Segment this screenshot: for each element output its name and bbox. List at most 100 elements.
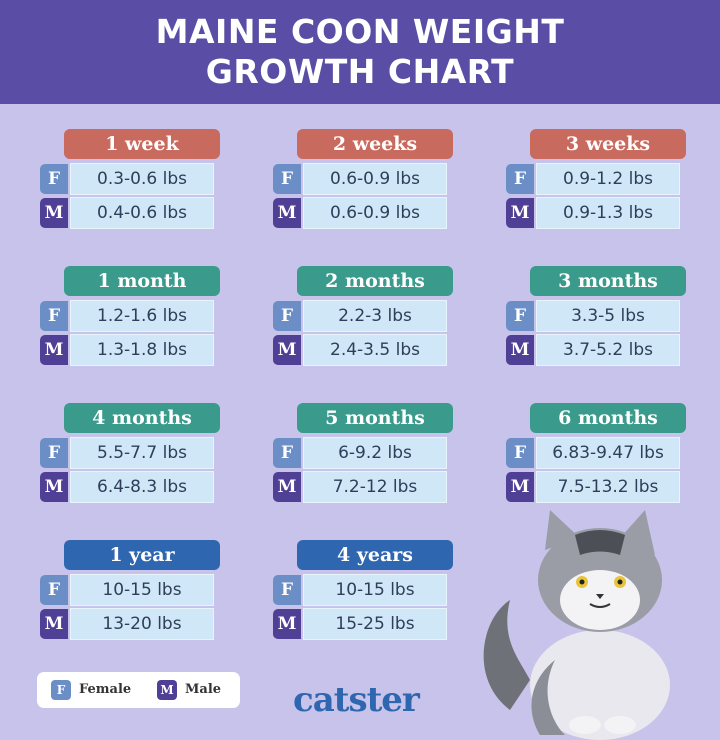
female-badge: F — [51, 680, 71, 700]
female-weight: 5.5-7.7 lbs — [70, 437, 214, 469]
female-weight: 0.6-0.9 lbs — [303, 163, 447, 195]
female-weight: 0.3-0.6 lbs — [70, 163, 214, 195]
male-row: M 7.5-13.2 lbs — [506, 471, 682, 503]
age-block: 3 months F 3.3-5 lbs M 3.7-5.2 lbs — [506, 266, 686, 368]
female-row: F 6-9.2 lbs — [273, 437, 449, 469]
female-weight: 2.2-3 lbs — [303, 300, 447, 332]
male-badge: M — [506, 198, 534, 228]
male-row: M 0.9-1.3 lbs — [506, 197, 682, 229]
male-row: M 6.4-8.3 lbs — [40, 471, 216, 503]
age-header: 1 week — [64, 129, 220, 159]
female-badge: F — [40, 438, 68, 468]
age-block: 4 months F 5.5-7.7 lbs M 6.4-8.3 lbs — [40, 403, 220, 505]
male-badge: M — [273, 198, 301, 228]
legend-label: Male — [185, 682, 222, 697]
age-header: 6 months — [530, 403, 686, 433]
female-weight: 0.9-1.2 lbs — [536, 163, 680, 195]
female-weight: 3.3-5 lbs — [536, 300, 680, 332]
age-header: 3 weeks — [530, 129, 686, 159]
age-block: 1 year F 10-15 lbs M 13-20 lbs — [40, 540, 220, 642]
male-weight: 15-25 lbs — [303, 608, 447, 640]
female-badge: F — [273, 438, 301, 468]
age-block: 2 months F 2.2-3 lbs M 2.4-3.5 lbs — [273, 266, 453, 368]
age-header: 5 months — [297, 403, 453, 433]
female-weight: 6-9.2 lbs — [303, 437, 447, 469]
age-block: 1 week F 0.3-0.6 lbs M 0.4-0.6 lbs — [40, 129, 220, 231]
female-badge: F — [506, 438, 534, 468]
female-row: F 10-15 lbs — [273, 574, 449, 606]
male-badge: M — [506, 335, 534, 365]
male-row: M 2.4-3.5 lbs — [273, 334, 449, 366]
male-weight: 6.4-8.3 lbs — [70, 471, 214, 503]
age-header: 4 years — [297, 540, 453, 570]
age-block: 3 weeks F 0.9-1.2 lbs M 0.9-1.3 lbs — [506, 129, 686, 231]
male-weight: 13-20 lbs — [70, 608, 214, 640]
female-badge: F — [506, 164, 534, 194]
female-badge: F — [40, 164, 68, 194]
male-row: M 13-20 lbs — [40, 608, 216, 640]
female-row: F 0.6-0.9 lbs — [273, 163, 449, 195]
male-badge: M — [40, 335, 68, 365]
age-header: 2 months — [297, 266, 453, 296]
age-block: 2 weeks F 0.6-0.9 lbs M 0.6-0.9 lbs — [273, 129, 453, 231]
male-row: M 0.4-0.6 lbs — [40, 197, 216, 229]
male-badge: M — [273, 335, 301, 365]
male-badge: M — [273, 472, 301, 502]
male-weight: 1.3-1.8 lbs — [70, 334, 214, 366]
age-header: 3 months — [530, 266, 686, 296]
legend: F Female M Male — [37, 672, 240, 708]
catster-logo: catster — [293, 680, 420, 720]
female-badge: F — [506, 301, 534, 331]
male-badge: M — [273, 609, 301, 639]
male-weight: 0.9-1.3 lbs — [536, 197, 680, 229]
female-weight: 1.2-1.6 lbs — [70, 300, 214, 332]
male-badge: M — [40, 472, 68, 502]
age-header: 2 weeks — [297, 129, 453, 159]
female-row: F 10-15 lbs — [40, 574, 216, 606]
male-weight: 0.6-0.9 lbs — [303, 197, 447, 229]
legend-label: Female — [79, 682, 132, 697]
female-row: F 6.83-9.47 lbs — [506, 437, 682, 469]
page-title: MAINE COON WEIGHT GROWTH CHART — [0, 0, 720, 104]
legend-female: F Female — [51, 680, 131, 700]
female-weight: 10-15 lbs — [70, 574, 214, 606]
cat-illustration — [483, 510, 670, 740]
female-badge: F — [40, 575, 68, 605]
male-row: M 7.2-12 lbs — [273, 471, 449, 503]
female-badge: F — [273, 301, 301, 331]
male-badge: M — [40, 609, 68, 639]
female-row: F 0.9-1.2 lbs — [506, 163, 682, 195]
male-badge: M — [157, 680, 177, 700]
age-header: 1 month — [64, 266, 220, 296]
female-badge: F — [273, 164, 301, 194]
age-header: 4 months — [64, 403, 220, 433]
male-weight: 2.4-3.5 lbs — [303, 334, 447, 366]
title-line-1: MAINE COON WEIGHT — [155, 12, 565, 51]
male-row: M 15-25 lbs — [273, 608, 449, 640]
female-badge: F — [273, 575, 301, 605]
age-block: 1 month F 1.2-1.6 lbs M 1.3-1.8 lbs — [40, 266, 220, 368]
age-block: 4 years F 10-15 lbs M 15-25 lbs — [273, 540, 453, 642]
female-row: F 3.3-5 lbs — [506, 300, 682, 332]
female-row: F 2.2-3 lbs — [273, 300, 449, 332]
male-weight: 0.4-0.6 lbs — [70, 197, 214, 229]
male-row: M 1.3-1.8 lbs — [40, 334, 216, 366]
male-row: M 0.6-0.9 lbs — [273, 197, 449, 229]
female-row: F 1.2-1.6 lbs — [40, 300, 216, 332]
female-weight: 6.83-9.47 lbs — [536, 437, 680, 469]
legend-male: M Male — [157, 680, 221, 700]
age-block: 5 months F 6-9.2 lbs M 7.2-12 lbs — [273, 403, 453, 505]
male-weight: 7.2-12 lbs — [303, 471, 447, 503]
female-row: F 0.3-0.6 lbs — [40, 163, 216, 195]
title-line-2: GROWTH CHART — [205, 52, 515, 91]
age-block: 6 months F 6.83-9.47 lbs M 7.5-13.2 lbs — [506, 403, 686, 505]
male-badge: M — [40, 198, 68, 228]
female-badge: F — [40, 301, 68, 331]
female-row: F 5.5-7.7 lbs — [40, 437, 216, 469]
age-header: 1 year — [64, 540, 220, 570]
female-weight: 10-15 lbs — [303, 574, 447, 606]
male-weight: 3.7-5.2 lbs — [536, 334, 680, 366]
male-badge: M — [506, 472, 534, 502]
male-weight: 7.5-13.2 lbs — [536, 471, 680, 503]
male-row: M 3.7-5.2 lbs — [506, 334, 682, 366]
